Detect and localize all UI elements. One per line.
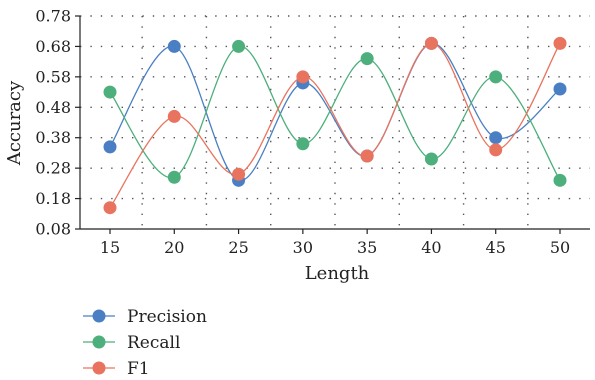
axes bbox=[75, 15, 590, 234]
data-point-recall bbox=[489, 70, 503, 84]
y-tick-label: 0.38 bbox=[35, 128, 71, 147]
y-tick-label: 0.18 bbox=[35, 189, 71, 208]
legend-item-precision: Precision bbox=[83, 307, 207, 327]
legend-marker-f1 bbox=[92, 361, 106, 375]
data-point-f1 bbox=[553, 36, 567, 50]
series-line-precision bbox=[109, 42, 561, 181]
legend-marker-precision bbox=[92, 309, 106, 323]
y-tick-label: 0.28 bbox=[35, 159, 71, 178]
data-point-recall bbox=[296, 137, 310, 151]
data-point-recall bbox=[360, 52, 374, 66]
series-line-f1 bbox=[109, 42, 561, 209]
y-axis-title: Accuracy bbox=[4, 80, 25, 166]
data-point-f1 bbox=[232, 167, 246, 181]
data-point-f1 bbox=[424, 36, 438, 50]
x-tick-label: 40 bbox=[421, 238, 441, 257]
x-tick-label: 15 bbox=[100, 238, 120, 257]
y-tick-label: 0.08 bbox=[35, 220, 71, 239]
data-point-recall bbox=[232, 39, 246, 53]
series-line-recall bbox=[109, 45, 561, 181]
data-point-recall bbox=[167, 170, 181, 184]
data-point-f1 bbox=[360, 149, 374, 163]
legend-marker-recall bbox=[92, 335, 106, 349]
data-point-precision bbox=[489, 131, 503, 145]
series-f1 bbox=[103, 36, 567, 215]
x-tick-label: 30 bbox=[293, 238, 313, 257]
data-point-precision bbox=[103, 140, 117, 154]
data-point-f1 bbox=[167, 109, 181, 123]
data-point-f1 bbox=[296, 70, 310, 84]
x-tick-label: 20 bbox=[164, 238, 184, 257]
data-point-precision bbox=[553, 82, 567, 96]
x-tick-label: 25 bbox=[228, 238, 248, 257]
legend-label-recall: Recall bbox=[127, 333, 180, 353]
legend-label-precision: Precision bbox=[127, 307, 207, 327]
series-recall bbox=[103, 39, 567, 187]
y-tick-label: 0.58 bbox=[35, 67, 71, 86]
legend: Precision Recall F1 bbox=[83, 307, 207, 379]
x-axis-title: Length bbox=[305, 263, 370, 284]
legend-item-f1: F1 bbox=[83, 359, 150, 379]
data-point-f1 bbox=[489, 143, 503, 157]
data-point-recall bbox=[103, 85, 117, 99]
data-point-recall bbox=[424, 152, 438, 166]
legend-label-f1: F1 bbox=[127, 359, 150, 379]
x-tick-label: 45 bbox=[486, 238, 506, 257]
legend-item-recall: Recall bbox=[83, 333, 180, 353]
x-tick-label: 35 bbox=[357, 238, 377, 257]
y-tick-label: 0.48 bbox=[35, 98, 71, 117]
series-group bbox=[103, 36, 567, 215]
data-point-f1 bbox=[103, 201, 117, 215]
tick-labels: 0.08 0.18 0.28 0.38 0.48 0.58 0.68 0.78 15 20 25 30… bbox=[35, 7, 570, 258]
x-tick-label: 50 bbox=[550, 238, 570, 257]
y-tick-label: 0.68 bbox=[35, 37, 71, 56]
grid bbox=[80, 15, 590, 229]
data-point-recall bbox=[553, 173, 567, 187]
y-tick-label: 0.78 bbox=[35, 7, 71, 26]
data-point-precision bbox=[167, 39, 181, 53]
